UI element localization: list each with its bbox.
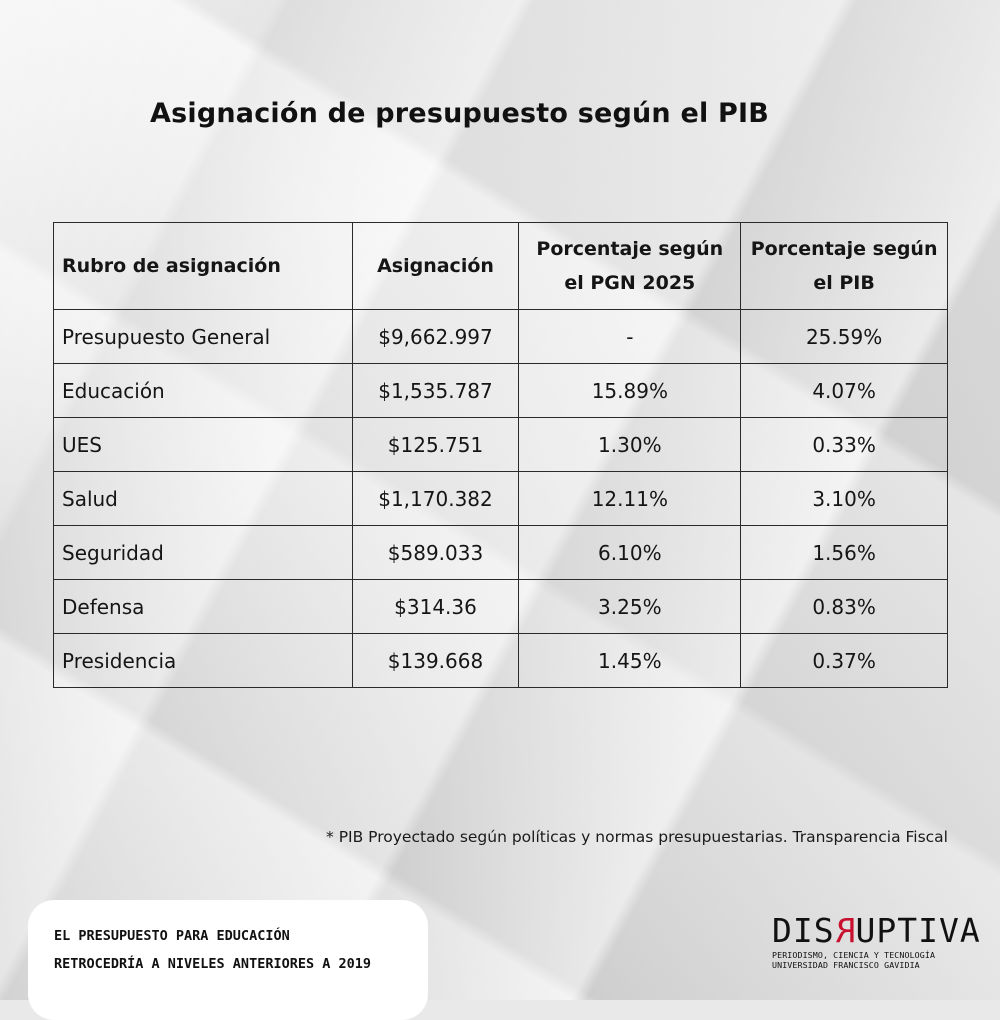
table-row: Presidencia $139.668 1.45% 0.37%	[53, 633, 948, 688]
cell-porcentaje-pgn: 6.10%	[518, 525, 742, 580]
brand-name-start: DIS	[772, 911, 835, 950]
cell-porcentaje-pgn: 1.45%	[518, 633, 742, 688]
cell-rubro: Educación	[53, 363, 353, 418]
headline-card: EL PRESUPUESTO PARA EDUCACIÓN RETROCEDRÍ…	[28, 900, 428, 1020]
cell-asignacion: $314.36	[351, 579, 520, 634]
cell-asignacion: $1,170.382	[351, 471, 520, 526]
header-asignacion: Asignación	[351, 222, 520, 310]
brand-tagline-1: PERIODISMO, CIENCIA Y TECNOLOGÍA	[772, 950, 936, 960]
header-rubro: Rubro de asignación	[53, 222, 353, 310]
table-row: Defensa $314.36 3.25% 0.83%	[53, 579, 948, 634]
cell-rubro: Presupuesto General	[53, 309, 353, 364]
footnote: * PIB Proyectado según políticas y norma…	[326, 828, 948, 846]
cell-porcentaje-pgn: 12.11%	[518, 471, 742, 526]
cell-porcentaje-pib: 0.83%	[740, 579, 948, 634]
cell-porcentaje-pgn: 1.30%	[518, 417, 742, 472]
header-porcentaje-pib: Porcentaje según el PIB	[740, 222, 948, 310]
table-header-row: Rubro de asignación Asignación Porcentaj…	[53, 222, 948, 310]
page-title: Asignación de presupuesto según el PIB	[150, 98, 770, 129]
brand-logo: DISRUPTIVA PERIODISMO, CIENCIA Y TECNOLO…	[772, 911, 980, 970]
cell-porcentaje-pib: 0.37%	[740, 633, 948, 688]
table-row: Educación $1,535.787 15.89% 4.07%	[53, 363, 948, 418]
cell-porcentaje-pib: 3.10%	[740, 471, 948, 526]
headline-line-1: EL PRESUPUESTO PARA EDUCACIÓN	[54, 928, 290, 944]
table-row: Salud $1,170.382 12.11% 3.10%	[53, 471, 948, 526]
cell-porcentaje-pgn: 3.25%	[518, 579, 742, 634]
cell-porcentaje-pgn: 15.89%	[518, 363, 742, 418]
cell-asignacion: $125.751	[351, 417, 520, 472]
brand-name-end: UPTIVA	[855, 911, 981, 950]
cell-asignacion: $589.033	[351, 525, 520, 580]
cell-porcentaje-pib: 1.56%	[740, 525, 948, 580]
cell-porcentaje-pgn: -	[518, 309, 742, 364]
cell-porcentaje-pib: 25.59%	[740, 309, 948, 364]
cell-porcentaje-pib: 0.33%	[740, 417, 948, 472]
brand-tagline-2: UNIVERSIDAD FRANCISCO GAVIDIA	[772, 960, 920, 970]
cell-rubro: Defensa	[53, 579, 353, 634]
cell-rubro: Presidencia	[53, 633, 353, 688]
cell-asignacion: $1,535.787	[351, 363, 520, 418]
table-row: Seguridad $589.033 6.10% 1.56%	[53, 525, 948, 580]
headline-line-2: RETROCEDRÍA A NIVELES ANTERIORES A 2019	[54, 956, 371, 972]
brand-mirrored-letter: R	[834, 911, 856, 950]
brand-name: DISRUPTIVA	[772, 911, 980, 950]
cell-asignacion: $9,662.997	[351, 309, 520, 364]
cell-asignacion: $139.668	[351, 633, 520, 688]
table-row: UES $125.751 1.30% 0.33%	[53, 417, 948, 472]
cell-rubro: UES	[53, 417, 353, 472]
cell-rubro: Seguridad	[53, 525, 353, 580]
cell-rubro: Salud	[53, 471, 353, 526]
cell-porcentaje-pib: 4.07%	[740, 363, 948, 418]
table-row: Presupuesto General $9,662.997 - 25.59%	[53, 309, 948, 364]
header-porcentaje-pgn: Porcentaje según el PGN 2025	[518, 222, 742, 310]
budget-table: Rubro de asignación Asignación Porcentaj…	[53, 222, 948, 688]
